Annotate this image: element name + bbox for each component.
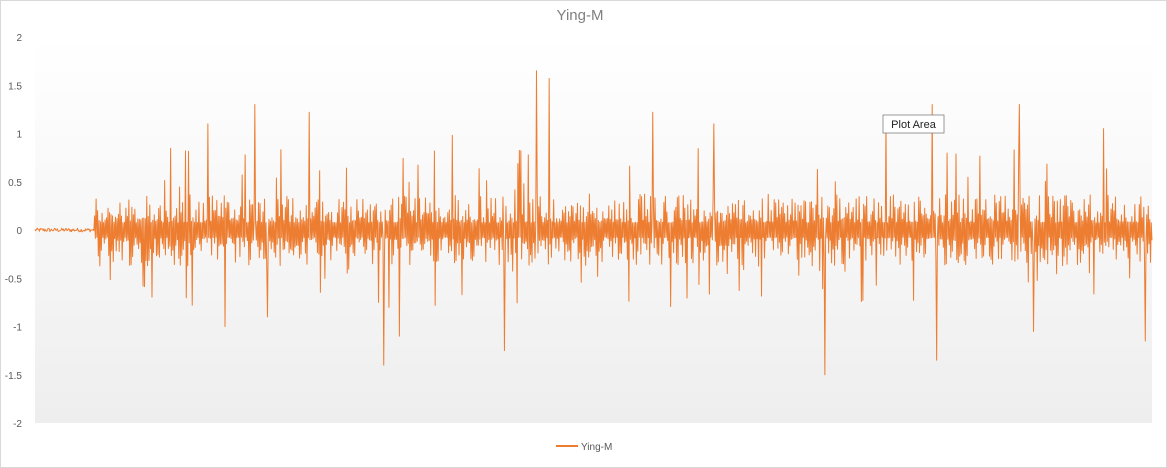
tooltip-box xyxy=(882,114,945,134)
y-tick-label: 0.5 xyxy=(8,178,22,189)
legend: Ying-M xyxy=(556,442,612,453)
y-tick-label: 2 xyxy=(16,33,22,44)
y-tick-label: -1 xyxy=(13,323,22,334)
legend-label: Ying-M xyxy=(581,442,612,453)
y-tick-label: -1.5 xyxy=(5,371,23,382)
chart-title: Ying-M xyxy=(557,7,604,24)
y-tick-label: 0 xyxy=(16,226,22,237)
tooltip-label: Plot Area xyxy=(891,119,937,131)
tooltip-plot-area: Plot Area xyxy=(882,114,945,134)
y-axis-ticks: 2 1.5 1 0.5 0 -0.5 -1 -1.5 -2 xyxy=(5,33,23,430)
y-tick-label: -2 xyxy=(13,419,22,430)
y-tick-label: -0.5 xyxy=(5,274,23,285)
y-tick-label: 1.5 xyxy=(8,81,22,92)
y-tick-label: 1 xyxy=(16,130,22,141)
series-line-ying-m xyxy=(34,70,1153,376)
